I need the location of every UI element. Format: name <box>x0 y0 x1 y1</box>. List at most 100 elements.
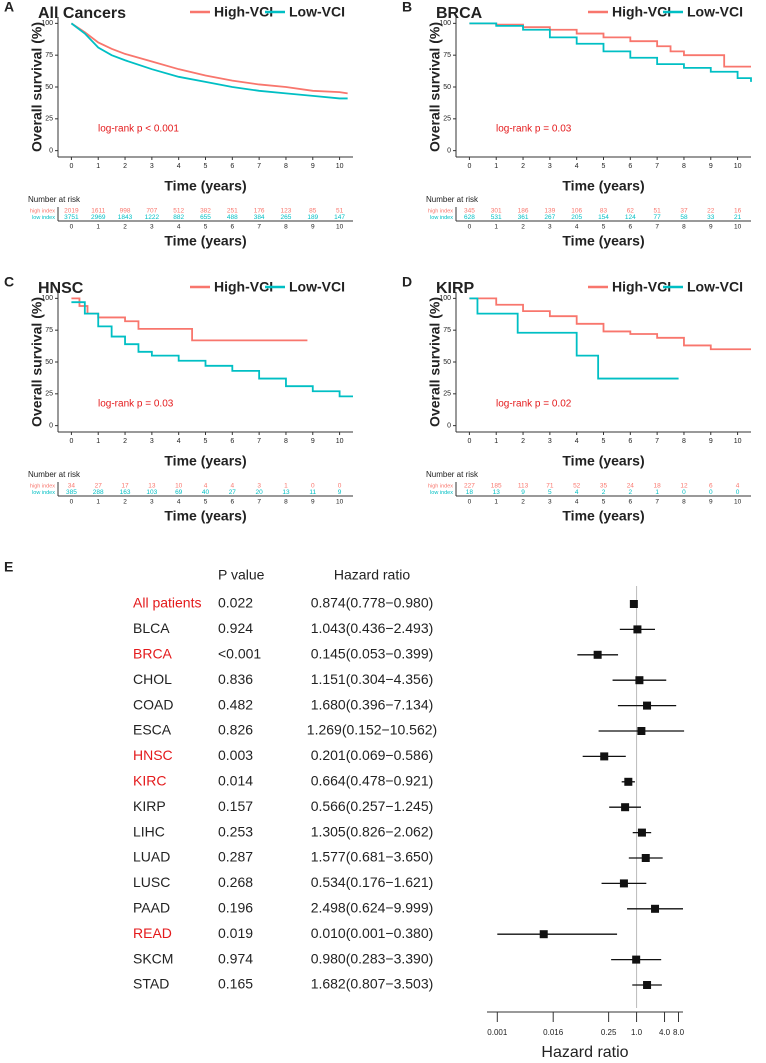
risk-count: 205 <box>571 214 582 221</box>
y-tick-label: 75 <box>45 327 53 334</box>
risk-x-tick-label: 3 <box>150 499 154 506</box>
hr-header: Hazard ratio <box>334 567 410 583</box>
annotation: log-rank p = 0.03 <box>98 399 174 410</box>
risk-x-tick-label: 3 <box>150 224 154 231</box>
risk-count: 83 <box>600 208 608 215</box>
risk-x-tick-label: 0 <box>70 499 74 506</box>
x-tick-label: 8 <box>682 163 686 170</box>
hr-point <box>619 879 628 888</box>
hr-point <box>641 854 650 862</box>
x-axis-label: Time (years) <box>562 178 644 194</box>
hr-point <box>539 930 548 939</box>
x-tick-label: 1 <box>96 438 100 445</box>
x-tick-label: 0.001 <box>487 1028 508 1037</box>
p-value: 0.826 <box>218 722 253 738</box>
risk-count: 265 <box>281 214 292 221</box>
x-tick-label: 1 <box>96 163 100 170</box>
risk-count: 58 <box>680 214 688 221</box>
y-tick-label: 0 <box>447 422 451 429</box>
risk-x-tick-label: 10 <box>734 499 742 506</box>
risk-count: 0 <box>709 489 713 496</box>
risk-count: 106 <box>571 208 582 215</box>
risk-x-tick-label: 7 <box>655 499 659 506</box>
risk-count: 0 <box>682 489 686 496</box>
risk-x-tick-label: 5 <box>204 224 208 231</box>
p-value: 0.836 <box>218 671 253 687</box>
row-label: BLCA <box>133 620 170 636</box>
x-tick-label: 0 <box>69 163 73 170</box>
x-tick-label: 8 <box>284 163 288 170</box>
hr-label: 1.269(0.152−10.562) <box>307 722 437 738</box>
p-value: 0.014 <box>218 773 253 789</box>
row-label: KIRP <box>133 798 166 814</box>
x-tick-label: 0.016 <box>543 1028 564 1037</box>
y-tick-label: 50 <box>45 84 53 91</box>
annotation: log-rank p = 0.03 <box>496 124 572 135</box>
risk-x-tick-label: 8 <box>682 499 686 506</box>
hr-point <box>621 803 630 812</box>
p-value: <0.001 <box>218 646 261 662</box>
risk-x-tick-label: 9 <box>709 224 713 231</box>
y-tick-label: 25 <box>45 116 53 123</box>
x-tick-label: 4 <box>177 438 181 445</box>
risk-count: 17 <box>121 483 129 490</box>
risk-x-tick-label: 0 <box>70 224 74 231</box>
risk-count: 103 <box>146 489 157 496</box>
risk-x-tick-label: 5 <box>602 499 606 506</box>
risk-x-tick-label: 7 <box>655 224 659 231</box>
row-label: STAD <box>133 976 169 992</box>
risk-x-tick-label: 4 <box>575 499 579 506</box>
risk-x-tick-label: 3 <box>548 499 552 506</box>
x-tick-label: 9 <box>311 163 315 170</box>
p-value: 0.253 <box>218 823 253 839</box>
row-label: COAD <box>133 696 173 712</box>
survival-curve <box>469 22 751 68</box>
risk-count: 2 <box>629 489 633 496</box>
y-tick-label: 75 <box>443 52 451 59</box>
p-value: 0.022 <box>218 595 253 611</box>
risk-table-title: Number at risk <box>426 470 479 479</box>
risk-x-tick-label: 9 <box>311 499 315 506</box>
hr-point <box>629 600 638 608</box>
x-tick-label: 5 <box>602 163 606 170</box>
risk-count: 18 <box>654 483 662 490</box>
p-value: 0.974 <box>218 950 253 966</box>
panel-label: E <box>4 559 13 575</box>
risk-count: 124 <box>625 214 636 221</box>
risk-count: 251 <box>227 208 238 215</box>
legend-label: High-VCI <box>214 4 273 20</box>
x-tick-label: 0 <box>467 438 471 445</box>
risk-count: 998 <box>120 208 131 215</box>
risk-count: 4 <box>575 489 579 496</box>
risk-count: 4 <box>231 483 235 490</box>
y-tick-label: 75 <box>45 52 53 59</box>
x-tick-label: 7 <box>655 163 659 170</box>
y-tick-label: 25 <box>443 391 451 398</box>
risk-count: 384 <box>254 214 265 221</box>
risk-x-tick-label: 6 <box>231 499 235 506</box>
x-axis-label: Time (years) <box>164 453 246 469</box>
risk-count: 35 <box>600 483 608 490</box>
risk-count: 1843 <box>118 214 133 221</box>
risk-x-tick-label: 9 <box>311 224 315 231</box>
risk-count: 9 <box>338 489 342 496</box>
risk-table-title: Number at risk <box>426 195 479 204</box>
x-tick-label: 4 <box>177 163 181 170</box>
risk-x-tick-label: 5 <box>204 499 208 506</box>
risk-x-tick-label: 1 <box>494 499 498 506</box>
risk-row-label: high index <box>428 483 453 489</box>
x-tick-label: 6 <box>628 438 632 445</box>
y-tick-label: 0 <box>49 422 53 429</box>
risk-count: 10 <box>175 483 183 490</box>
x-tick-label: 7 <box>257 438 261 445</box>
risk-count: 40 <box>202 489 210 496</box>
panel-label: A <box>4 0 14 15</box>
x-tick-label: 5 <box>602 438 606 445</box>
risk-count: 51 <box>336 208 344 215</box>
risk-count: 13 <box>148 483 156 490</box>
row-label: KIRC <box>133 773 166 789</box>
hr-label: 1.577(0.681−3.650) <box>311 849 434 865</box>
risk-count: 16 <box>734 208 742 215</box>
risk-count: 24 <box>627 483 635 490</box>
panel-label: C <box>4 274 14 290</box>
